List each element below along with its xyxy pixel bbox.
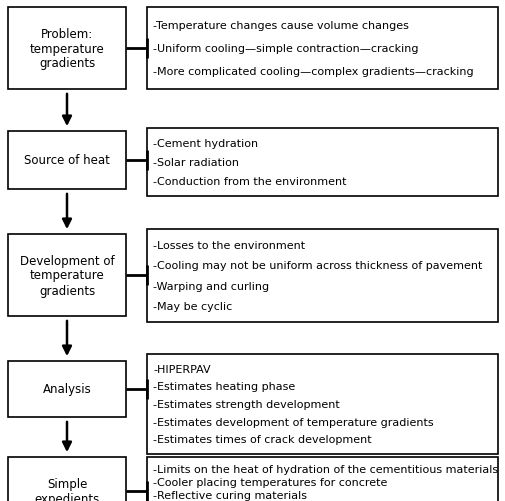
Text: -HIPERPAV: -HIPERPAV [153,364,210,374]
Text: Source of heat: Source of heat [24,154,110,167]
Text: -Cooler placing temperatures for concrete: -Cooler placing temperatures for concret… [153,477,387,487]
Text: -Reflective curing materials: -Reflective curing materials [153,490,307,500]
Text: -Solar radiation: -Solar radiation [153,158,238,168]
Text: -Warping and curling: -Warping and curling [153,281,269,291]
Text: Development of
temperature
gradients: Development of temperature gradients [20,254,114,297]
Bar [8,457,126,501]
Bar [8,361,126,417]
Bar [147,8,497,90]
Bar [147,457,497,501]
Text: Analysis: Analysis [42,383,91,396]
Text: Simple
expedients: Simple expedients [34,477,99,501]
Text: -Estimates heating phase: -Estimates heating phase [153,382,294,392]
Bar [147,129,497,196]
Bar [8,8,126,90]
Text: -Cement hydration: -Cement hydration [153,139,258,149]
Text: -Estimates strength development: -Estimates strength development [153,399,339,409]
Text: -Losses to the environment: -Losses to the environment [153,240,305,250]
Text: -Uniform cooling—simple contraction—cracking: -Uniform cooling—simple contraction—crac… [153,44,418,54]
Bar [147,354,497,454]
Text: -Temperature changes cause volume changes: -Temperature changes cause volume change… [153,21,408,31]
Text: -Limits on the heat of hydration of the cementitious materials: -Limits on the heat of hydration of the … [153,464,497,474]
Text: -Estimates times of crack development: -Estimates times of crack development [153,434,371,444]
Bar [147,229,497,322]
Bar [8,234,126,316]
Bar [8,132,126,189]
Text: -May be cyclic: -May be cyclic [153,301,232,311]
Text: -More complicated cooling—complex gradients—cracking: -More complicated cooling—complex gradie… [153,67,473,77]
Text: -Conduction from the environment: -Conduction from the environment [153,176,346,186]
Text: -Cooling may not be uniform across thickness of pavement: -Cooling may not be uniform across thick… [153,261,481,271]
Text: -Estimates development of temperature gradients: -Estimates development of temperature gr… [153,417,433,427]
Text: Problem:
temperature
gradients: Problem: temperature gradients [30,28,104,70]
